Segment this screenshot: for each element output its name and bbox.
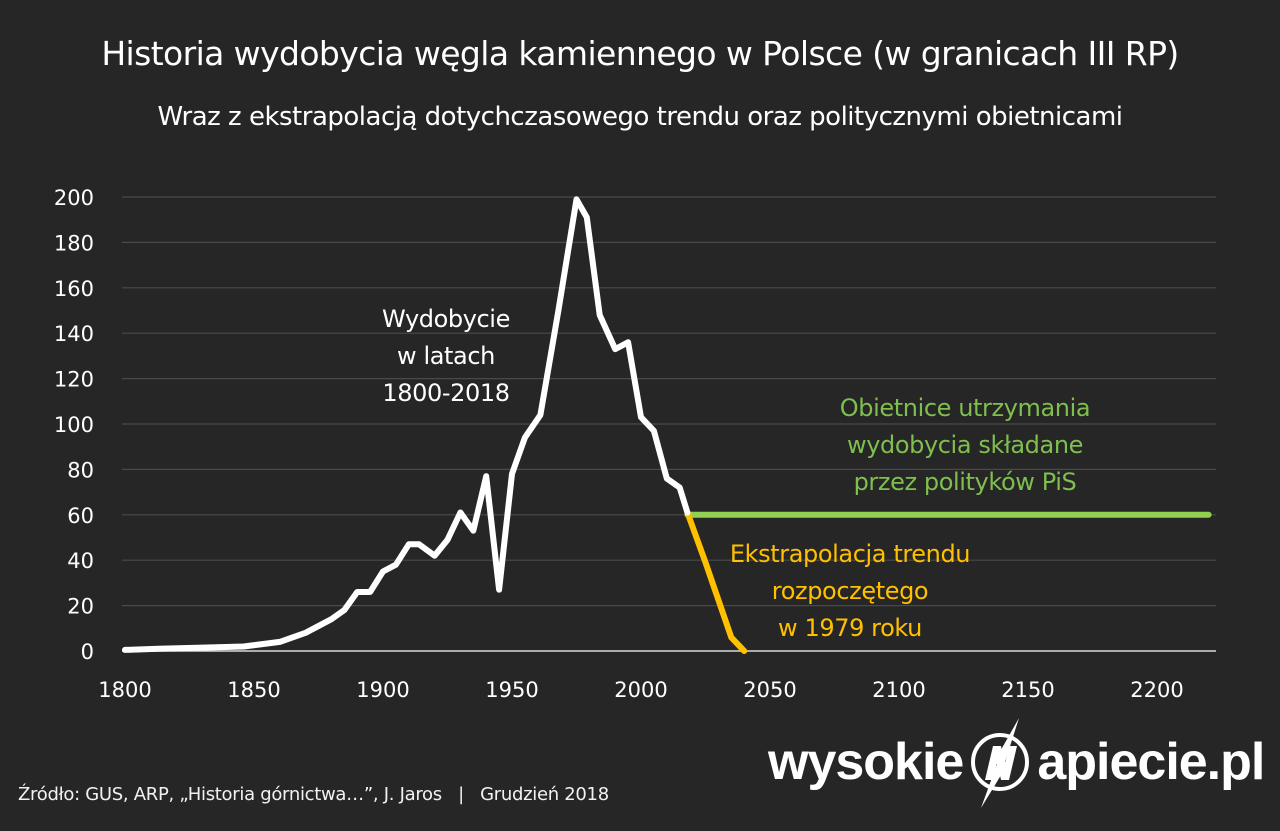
series-line [684,509,748,654]
y-tick-label: 140 [54,322,94,346]
annotation-text: Ekstrapolacja trendu [730,540,970,568]
y-tick-label: 120 [54,368,94,392]
x-tick-label: 2050 [743,678,796,702]
y-tick-label: 180 [54,231,94,255]
source-footnote: Źródło: GUS, ARP, „Historia górnictwa…”,… [18,784,609,805]
logo-text-right: apiecie.pl [1037,733,1265,791]
annotation-text: wydobycia składane [847,431,1083,459]
annotation-text: 1800-2018 [382,379,509,407]
x-tick-label: 2200 [1130,678,1183,702]
chart-subtitle: Wraz z ekstrapolacją dotychczasowego tre… [157,102,1123,132]
x-tick-label: 1900 [356,678,409,702]
y-axis-ticks: 0 20 40 60 80 100 120 140 160 180 200 [54,186,94,664]
x-tick-label: 1850 [227,678,280,702]
gridlines [122,196,1216,652]
y-tick-label: 20 [67,595,94,619]
chart-title: Historia wydobycia węgla kamiennego w Po… [101,34,1179,73]
annotations: Wydobycie w latach 1800-2018 Obietnice utrz… [382,305,1091,642]
y-tick-label: 40 [67,549,94,573]
y-tick-label: 60 [67,504,94,528]
annotation-text: rozpoczętego [772,577,928,605]
y-tick-label: 200 [54,186,94,210]
y-tick-label: 160 [54,277,94,301]
x-axis-ticks: 1800 1850 1900 1950 2000 2050 2100 2150 2200 [98,678,1183,702]
x-tick-label: 1950 [485,678,538,702]
annotation-text: Wydobycie [382,305,510,333]
data-series [122,196,1212,654]
x-tick-label: 2100 [872,678,925,702]
annotation-text: przez polityków PiS [854,468,1077,496]
publisher-logo[interactable]: wysokie apiecie.pl [768,712,1265,812]
y-tick-label: 80 [67,458,94,482]
y-tick-label: 0 [81,640,94,664]
logo-text-left: wysokie [768,733,964,791]
annotation-text: Obietnice utrzymania [840,394,1090,422]
annotation-text: w 1979 roku [778,614,922,642]
series-line [122,196,691,653]
lightning-n-circle-icon [971,718,1030,808]
x-tick-label: 1800 [98,678,151,702]
x-tick-label: 2000 [614,678,667,702]
annotation-text: w latach [397,342,495,370]
x-tick-label: 2150 [1001,678,1054,702]
y-tick-label: 100 [54,413,94,437]
